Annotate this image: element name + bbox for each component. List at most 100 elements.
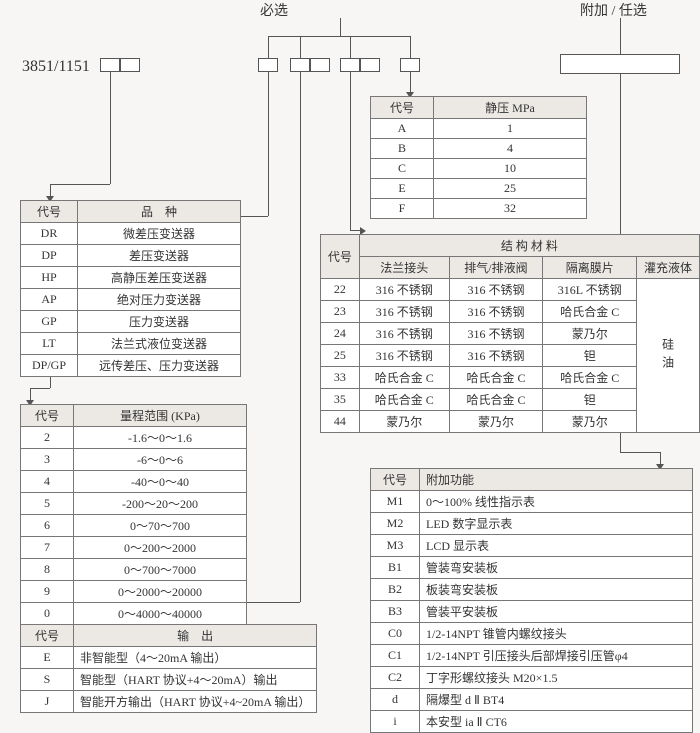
connector <box>410 72 411 92</box>
sp-title: 静压 MPa <box>434 97 587 119</box>
connector <box>620 452 660 453</box>
connector <box>350 72 351 230</box>
material-table: 代号 结 构 材 料 法兰接头 排气/排液阀 隔离膜片 灌充液体 22316 不… <box>320 234 700 433</box>
value-cell: LCD 显示表 <box>420 535 693 557</box>
value-cell: 25 <box>434 179 587 199</box>
connector <box>50 184 110 185</box>
model-box-1 <box>100 58 120 72</box>
table-row: A1 <box>371 119 587 139</box>
code-cell: DP <box>21 245 78 267</box>
code-cell: 4 <box>21 471 74 493</box>
value-cell: 23 <box>321 301 360 323</box>
code-cell: 7 <box>21 537 74 559</box>
value-cell: 非智能型（4～20mA 输出） <box>74 647 317 669</box>
value-cell: 哈氏合金 C <box>543 301 637 323</box>
table-row: 3-6～0～6 <box>21 449 247 471</box>
value-cell: 蒙乃尔 <box>359 411 449 433</box>
code-cell: C <box>371 159 434 179</box>
table-row: S智能型（HART 协议+4～20mA）输出 <box>21 669 317 691</box>
value-cell: 板装弯安装板 <box>420 579 693 601</box>
value-cell: 10 <box>434 159 587 179</box>
code-cell: A <box>371 119 434 139</box>
table-row: GP压力变送器 <box>21 311 241 333</box>
mat-sub-0: 法兰接头 <box>359 257 449 279</box>
value-cell: 316 不锈钢 <box>449 279 543 301</box>
output-table: 代号 输 出 E非智能型（4～20mA 输出）S智能型（HART 协议+4～20… <box>20 624 317 713</box>
req-box-3 <box>310 58 330 72</box>
value-cell: 44 <box>321 411 360 433</box>
table-row: C11/2-14NPT 引压接头后部焊接引压管φ4 <box>371 645 693 667</box>
table-row: 70～200～2000 <box>21 537 247 559</box>
code-cell: M3 <box>371 535 420 557</box>
value-cell: 4 <box>434 139 587 159</box>
table-row: C2丁字形螺纹接头 M20×1.5 <box>371 667 693 689</box>
range-table: 代号 量程范围 (KPa) 2-1.6～0～1.63-6～0～64-40～0～4… <box>20 404 247 625</box>
value-cell: 32 <box>434 199 587 219</box>
code-cell: B2 <box>371 579 420 601</box>
output-code-head: 代号 <box>21 625 74 647</box>
table-row: E25 <box>371 179 587 199</box>
code-cell: M1 <box>371 491 420 513</box>
value-cell: 高静压差压变送器 <box>78 267 241 289</box>
value-cell: -6～0～6 <box>74 449 247 471</box>
table-row: F32 <box>371 199 587 219</box>
req-box-5 <box>360 58 380 72</box>
required-label: 必选 <box>260 0 288 20</box>
connector <box>410 36 411 58</box>
connector <box>340 18 341 36</box>
value-cell: 管装弯安装板 <box>420 557 693 579</box>
connector <box>350 36 351 58</box>
req-box-6 <box>400 58 420 72</box>
value-cell: 22 <box>321 279 360 301</box>
connector <box>660 452 661 464</box>
code-cell: i <box>371 711 420 733</box>
value-cell: 33 <box>321 367 360 389</box>
table-row: d隔爆型 d Ⅱ BT4 <box>371 689 693 711</box>
code-cell: B <box>371 139 434 159</box>
table-row: J智能开方输出（HART 协议+4~20mA 输出） <box>21 691 317 713</box>
table-row: i本安型 ia Ⅱ CT6 <box>371 711 693 733</box>
value-cell: 0～100% 线性指示表 <box>420 491 693 513</box>
mat-code-head: 代号 <box>321 235 360 279</box>
value-cell: 绝对压力变送器 <box>78 289 241 311</box>
table-row: LT法兰式液位变送器 <box>21 333 241 355</box>
value-cell: 本安型 ia Ⅱ CT6 <box>420 711 693 733</box>
optional-box <box>560 54 680 74</box>
code-cell: C0 <box>371 623 420 645</box>
value-cell: 隔爆型 d Ⅱ BT4 <box>420 689 693 711</box>
value-cell: 0～70～700 <box>74 515 247 537</box>
code-cell: S <box>21 669 74 691</box>
value-cell: 0～700～7000 <box>74 559 247 581</box>
static-pressure-table: 代号 静压 MPa A1B4C10E25F32 <box>370 96 587 219</box>
value-cell: 316 不锈钢 <box>359 279 449 301</box>
table-row: 60～70～700 <box>21 515 247 537</box>
value-cell: 压力变送器 <box>78 311 241 333</box>
req-box-4 <box>340 58 360 72</box>
value-cell: 316 不锈钢 <box>359 323 449 345</box>
variety-table: 代号 品 种 DR微差压变送器DP差压变送器HP高静压差压变送器AP绝对压力变送… <box>20 200 241 377</box>
value-cell: 钽 <box>543 389 637 411</box>
range-title: 量程范围 (KPa) <box>74 405 247 427</box>
code-cell: C1 <box>371 645 420 667</box>
code-cell: C2 <box>371 667 420 689</box>
value-cell: 法兰式液位变送器 <box>78 333 241 355</box>
table-row: 22316 不锈钢316 不锈钢316L 不锈钢硅油 <box>321 279 700 301</box>
value-cell: LED 数字显示表 <box>420 513 693 535</box>
code-cell: 9 <box>21 581 74 603</box>
code-cell: HP <box>21 267 78 289</box>
value-cell: 0～4000～40000 <box>74 603 247 625</box>
value-cell: 差压变送器 <box>78 245 241 267</box>
value-cell: 1/2-14NPT 引压接头后部焊接引压管φ4 <box>420 645 693 667</box>
code-cell: 5 <box>21 493 74 515</box>
value-cell: -40～0～40 <box>74 471 247 493</box>
code-cell: AP <box>21 289 78 311</box>
code-cell: B1 <box>371 557 420 579</box>
connector <box>110 72 111 184</box>
req-box-1 <box>258 58 278 72</box>
mat-sub-3: 灌充液体 <box>637 257 700 279</box>
code-cell: F <box>371 199 434 219</box>
table-row: C01/2-14NPT 锥管内螺纹接头 <box>371 623 693 645</box>
connector <box>300 36 301 58</box>
connector <box>30 388 31 400</box>
sp-code-head: 代号 <box>371 97 434 119</box>
